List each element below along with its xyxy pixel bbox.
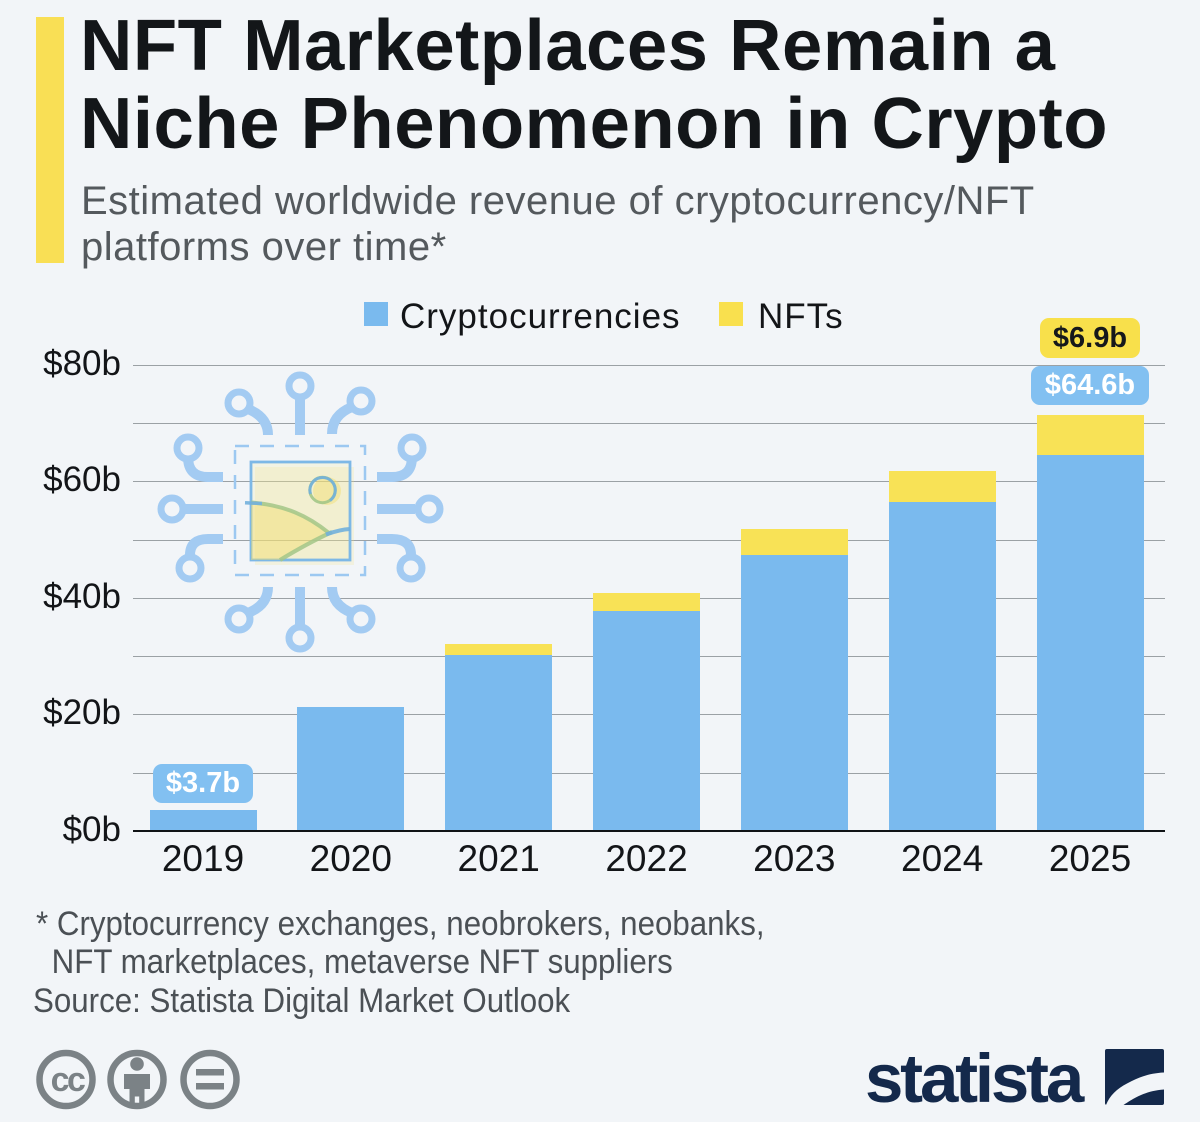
svg-text:cc: cc: [51, 1061, 85, 1099]
